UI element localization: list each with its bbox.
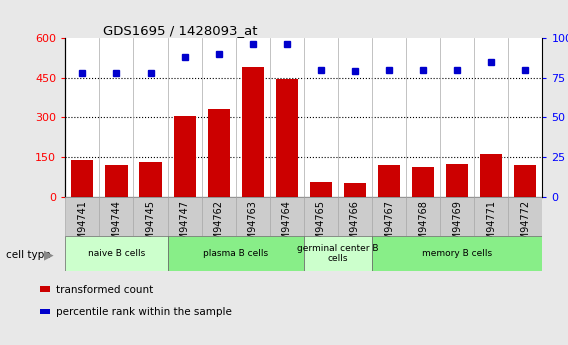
- Text: GSM94744: GSM94744: [111, 200, 122, 253]
- Text: GSM94771: GSM94771: [486, 200, 496, 253]
- Bar: [338, 197, 372, 236]
- Bar: [378, 165, 400, 197]
- Text: GSM94765: GSM94765: [316, 200, 326, 253]
- Text: ▶: ▶: [44, 248, 54, 261]
- Bar: [65, 236, 168, 271]
- Text: GSM94767: GSM94767: [384, 200, 394, 253]
- Bar: [310, 182, 332, 197]
- Text: transformed count: transformed count: [56, 285, 153, 295]
- Text: germinal center B
cells: germinal center B cells: [297, 244, 379, 263]
- Text: memory B cells: memory B cells: [422, 249, 492, 258]
- Text: GSM94766: GSM94766: [350, 200, 360, 253]
- Bar: [65, 197, 99, 236]
- Text: GSM94745: GSM94745: [145, 200, 156, 253]
- Bar: [168, 197, 202, 236]
- Text: GSM94741: GSM94741: [77, 200, 87, 253]
- Bar: [99, 197, 133, 236]
- Bar: [412, 167, 434, 197]
- Bar: [480, 154, 502, 197]
- Bar: [207, 109, 229, 197]
- Bar: [508, 197, 542, 236]
- Text: cell type: cell type: [6, 250, 51, 259]
- Bar: [406, 197, 440, 236]
- Bar: [236, 197, 270, 236]
- Bar: [372, 236, 542, 271]
- Bar: [440, 197, 474, 236]
- Bar: [304, 236, 372, 271]
- Bar: [275, 79, 298, 197]
- Bar: [168, 236, 304, 271]
- Bar: [372, 197, 406, 236]
- Bar: [474, 197, 508, 236]
- Bar: [140, 162, 161, 197]
- Text: GSM94772: GSM94772: [520, 200, 531, 253]
- Text: GSM94769: GSM94769: [452, 200, 462, 253]
- Bar: [514, 165, 536, 197]
- Text: percentile rank within the sample: percentile rank within the sample: [56, 307, 232, 317]
- Bar: [133, 197, 168, 236]
- Bar: [173, 116, 195, 197]
- Bar: [304, 197, 338, 236]
- Text: GSM94764: GSM94764: [282, 200, 292, 253]
- Bar: [344, 184, 366, 197]
- Text: GSM94768: GSM94768: [418, 200, 428, 253]
- Bar: [202, 197, 236, 236]
- Text: GSM94762: GSM94762: [214, 200, 224, 253]
- Text: GSM94747: GSM94747: [179, 200, 190, 253]
- Bar: [446, 164, 468, 197]
- Bar: [106, 165, 127, 197]
- Text: GDS1695 / 1428093_at: GDS1695 / 1428093_at: [103, 24, 258, 37]
- Text: plasma B cells: plasma B cells: [203, 249, 268, 258]
- Text: naive B cells: naive B cells: [88, 249, 145, 258]
- Bar: [72, 160, 93, 197]
- Bar: [270, 197, 304, 236]
- Text: GSM94763: GSM94763: [248, 200, 258, 253]
- Bar: [241, 67, 264, 197]
